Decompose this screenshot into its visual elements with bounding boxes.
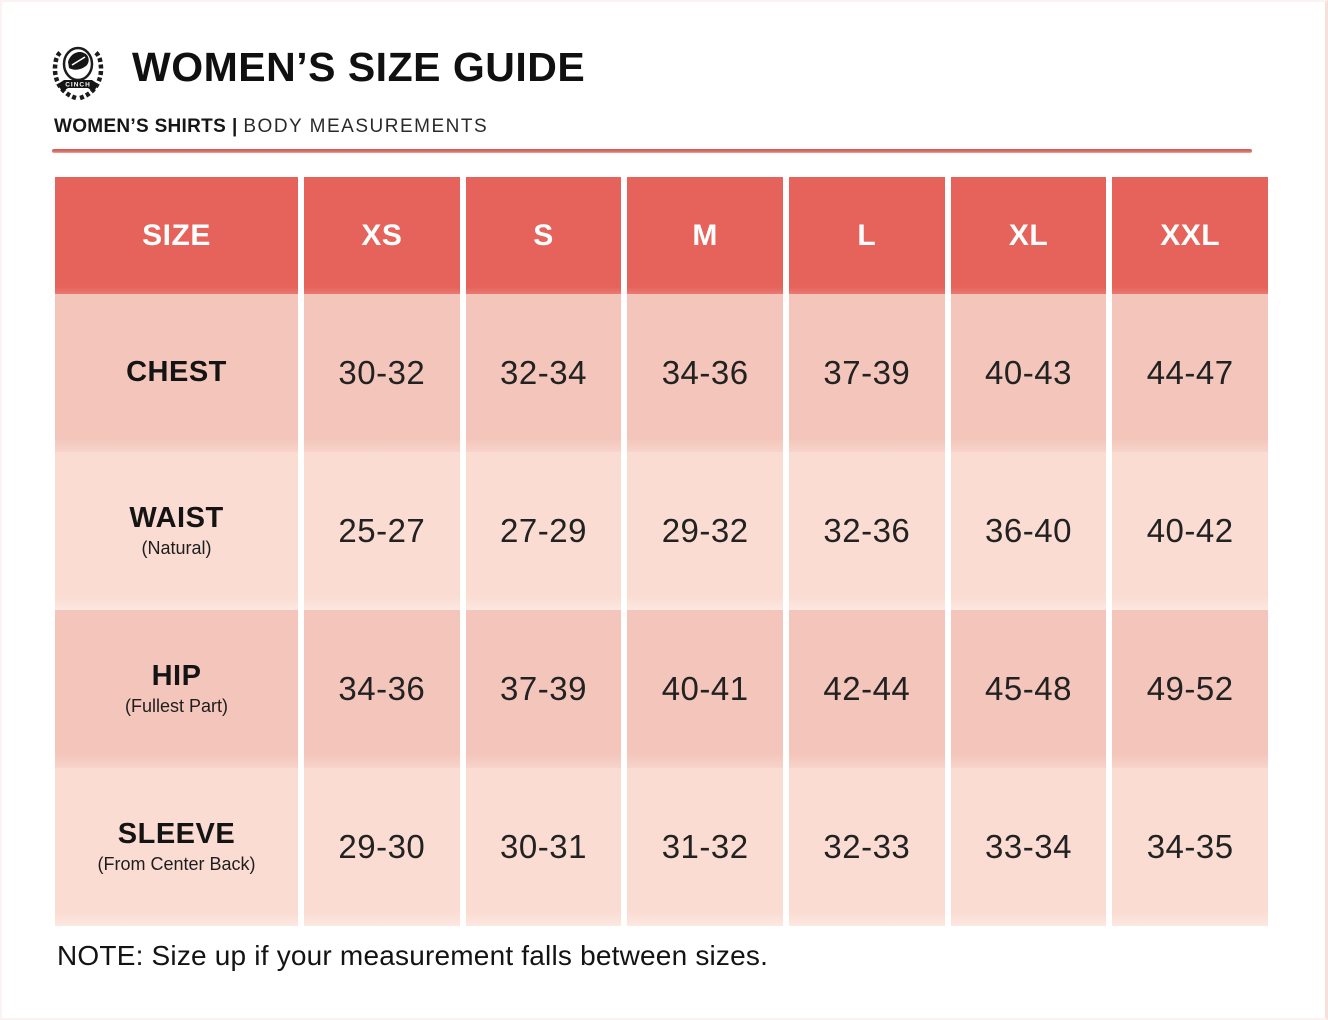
column-header-m: M [627,177,783,294]
measurement-value: 31-32 [661,828,749,865]
banner-ribbon [58,80,98,92]
measurement-value: 29-32 [661,512,749,549]
measurement-value: 30-31 [500,828,587,865]
row-sublabel-text: (Fullest Part) [124,696,229,717]
row-label-text: SLEEVE [117,817,236,850]
measurement-value: 40-43 [985,354,1072,391]
cell-sleeve-s: 30-31 [465,768,622,926]
cell-hip-l: 42-44 [789,610,945,768]
banner-text: CINCH [65,82,91,89]
measurement-value: 45-48 [985,670,1072,707]
row-sublabel-text: (From Center Back) [97,854,256,875]
measurement-value: 49-52 [1146,670,1234,707]
row-sublabel-text: (Natural) [141,538,212,559]
footer-note: NOTE: Size up if your measurement falls … [57,940,769,971]
subtitle: WOMEN’S SHIRTS | BODY MEASUREMENTS [54,116,488,138]
cell-waist-xxl: 40-42 [1112,452,1268,610]
subtitle-category: WOMEN’S SHIRTS [54,116,227,137]
cell-hip-xs: 34-36 [304,610,460,768]
measurement-value: 25-27 [338,512,426,549]
cell-sleeve-xl: 33-34 [950,768,1107,926]
brand-crest-logo: CINCH [52,46,104,101]
row-label-sleeve: SLEEVE (From Center Back) [55,768,298,926]
cell-sleeve-m: 31-32 [627,768,783,926]
cell-waist-m: 29-32 [627,452,783,610]
measurement-value: 29-30 [338,828,426,865]
row-label-text: CHEST [126,356,227,389]
measurement-value: 34-36 [661,354,749,391]
measurement-value: 32-34 [500,354,587,391]
cell-chest-l: 37-39 [789,294,945,452]
measurement-value: 40-41 [661,670,749,707]
measurement-value: 37-39 [500,670,587,707]
red-divider-rule [52,149,1252,153]
cell-waist-l: 32-36 [789,452,945,610]
cell-chest-m: 34-36 [627,294,783,452]
measurement-value: 32-33 [823,828,911,865]
measurement-value: 33-34 [985,828,1072,865]
measurement-value: 32-36 [823,512,911,549]
measurement-value: 34-36 [338,670,426,707]
size-table: SIZE XS S M L XL XXL CHEST 30-32 32-34 34-36 37-39 4… [55,177,1268,926]
cell-chest-xs: 30-32 [304,294,460,452]
cell-hip-s: 37-39 [465,610,622,768]
column-header-xxl: XXL [1112,177,1268,294]
cell-hip-m: 40-41 [627,610,783,768]
subtitle-descriptor: BODY MEASUREMENTS [243,116,489,137]
measurement-value: 44-47 [1146,354,1234,391]
measurement-value: 37-39 [823,354,911,391]
wreath-right [79,49,104,101]
column-header-xs: XS [304,177,460,294]
column-header-size: SIZE [55,177,298,294]
cell-sleeve-xxl: 34-35 [1112,768,1268,926]
cell-chest-xl: 40-43 [950,294,1107,452]
cell-sleeve-xs: 29-30 [304,768,460,926]
crest-slash [71,56,86,66]
column-header-l: L [789,177,945,294]
row-label-chest: CHEST [55,294,298,452]
column-header-xl: XL [950,177,1107,294]
cell-waist-xs: 25-27 [304,452,460,610]
row-label-text: HIP [151,659,202,692]
cell-hip-xl: 45-48 [950,610,1107,768]
cell-chest-xxl: 44-47 [1112,294,1268,452]
cell-chest-s: 32-34 [465,294,622,452]
row-label-waist: WAIST (Natural) [55,452,298,610]
measurement-value: 36-40 [985,512,1072,549]
row-label-hip: HIP (Fullest Part) [55,610,298,768]
subtitle-divider: | [232,116,238,137]
cell-sleeve-l: 32-33 [789,768,945,926]
page-title: WOMEN’S SIZE GUIDE [132,44,586,90]
measurement-value: 30-32 [338,354,426,391]
row-label-text: WAIST [129,501,224,534]
cell-hip-xxl: 49-52 [1112,610,1268,768]
measurement-value: 34-35 [1146,828,1234,865]
column-header-s: S [465,177,622,294]
cell-waist-s: 27-29 [465,452,622,610]
wreath-left [52,49,77,101]
measurement-value: 42-44 [823,670,911,707]
measurement-value: 27-29 [500,512,587,549]
cell-waist-xl: 36-40 [950,452,1107,610]
measurement-value: 40-42 [1146,512,1234,549]
